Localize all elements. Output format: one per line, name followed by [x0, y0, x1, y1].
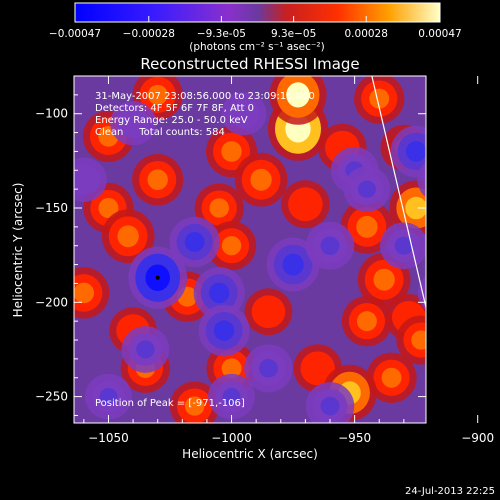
image-annotations: 31-May-2007 23:08:56.000 to 23:09:16.000…	[95, 91, 315, 409]
colorbar-unit-label: (photons cm⁻² s⁻¹ asec⁻²)	[189, 41, 324, 53]
y-axis-label: Heliocentric Y (arcsec)	[11, 183, 25, 318]
emission-blob-30	[169, 381, 220, 423]
colorbar-tick-label: −0.00028	[123, 28, 175, 40]
emission-blob-22	[244, 288, 293, 336]
emission-blob-15	[281, 180, 330, 229]
emission-blob-9	[132, 153, 184, 206]
emission-blob-42	[390, 125, 426, 178]
x-tick-label: −1050	[88, 431, 129, 445]
y-tick-label: −250	[35, 390, 68, 404]
colorbar-tick-label: −9.3e-05	[197, 28, 246, 40]
emission-blob-11	[340, 199, 394, 254]
minimum-dot	[155, 275, 160, 280]
timestamp: 24-Jul-2013 22:25	[405, 486, 495, 497]
emission-blob-38	[198, 304, 250, 357]
emission-blob-17	[206, 221, 257, 271]
emission-blob-2	[354, 76, 405, 124]
emission-blob-16	[101, 209, 155, 264]
annotation-energy: Energy Range: 25.0 - 50.0 keV	[95, 115, 248, 126]
emission-blob-37	[121, 326, 170, 373]
y-axis-ticks: −100 −150 −200 −250	[35, 75, 426, 416]
x-tick-label: −950	[338, 431, 371, 445]
colorbar-frame	[74, 2, 441, 23]
colorbar-tick-label: 0.00028	[345, 28, 388, 40]
x-tick-label: −1000	[211, 431, 252, 445]
peak-position-label: Position of Peak = [-971,-106]	[95, 398, 245, 409]
emission-blob-35	[305, 221, 355, 270]
emission-blob-1	[269, 76, 327, 125]
emission-blob-52	[343, 166, 391, 212]
emission-blob-47	[221, 92, 267, 136]
emission-blob-20	[74, 267, 110, 319]
emission-blob-43	[380, 222, 426, 270]
y-tick-label: −100	[35, 107, 68, 121]
chart-title: Reconstructed RHESSI Image	[140, 55, 359, 73]
emission-blob-31	[396, 315, 426, 365]
x-axis-ticks: −1050 −1000 −950 −900	[83, 76, 494, 445]
annotation-time: 31-May-2007 23:08:56.000 to 23:09:16.000	[95, 91, 315, 102]
colorbar-ticks: −0.00047 −0.00028 −9.3e-05 9.3e−05 0.00028 0.…	[49, 16, 462, 40]
emission-blob-33	[169, 216, 220, 268]
emission-blob-34	[266, 237, 320, 292]
emission-blob-36	[193, 267, 245, 319]
emission-blob-3	[425, 89, 426, 101]
annotation-counts: Clean Total counts: 584	[95, 127, 225, 138]
emission-blob-28	[366, 352, 417, 403]
emission-blob-51	[430, 355, 477, 401]
emission-blob-12	[389, 180, 426, 236]
emission-blob-23	[341, 296, 393, 347]
colorbar-tick-label: 9.3e−05	[271, 28, 316, 40]
emission-blob-50	[417, 275, 426, 310]
emission-blob-46	[110, 100, 157, 146]
y-tick-label: −150	[35, 201, 68, 215]
emission-blob-18	[357, 252, 411, 307]
emission-blob-40	[305, 382, 355, 423]
colorbar-tick-label: −0.00047	[49, 28, 101, 40]
plot-frame	[73, 75, 427, 424]
emission-blob-45	[208, 373, 255, 420]
solar-limb-line	[371, 76, 426, 310]
emission-blob-48	[74, 157, 107, 202]
emission-blob-10	[234, 152, 288, 207]
colorbar	[75, 3, 440, 22]
x-axis-label: Heliocentric X (arcsec)	[182, 447, 318, 461]
emission-blob-32	[128, 246, 188, 309]
colorbar-tick-label: 0.00047	[418, 28, 461, 40]
annotation-detectors: Detectors: 4F 5F 6F 7F 8F, Att 0	[95, 103, 254, 114]
emission-blob-49	[417, 162, 426, 198]
x-tick-label: −900	[461, 431, 494, 445]
y-tick-label: −200	[35, 295, 68, 309]
emission-map	[74, 76, 477, 423]
emission-blob-44	[85, 373, 132, 420]
emission-blob-39	[244, 344, 293, 393]
